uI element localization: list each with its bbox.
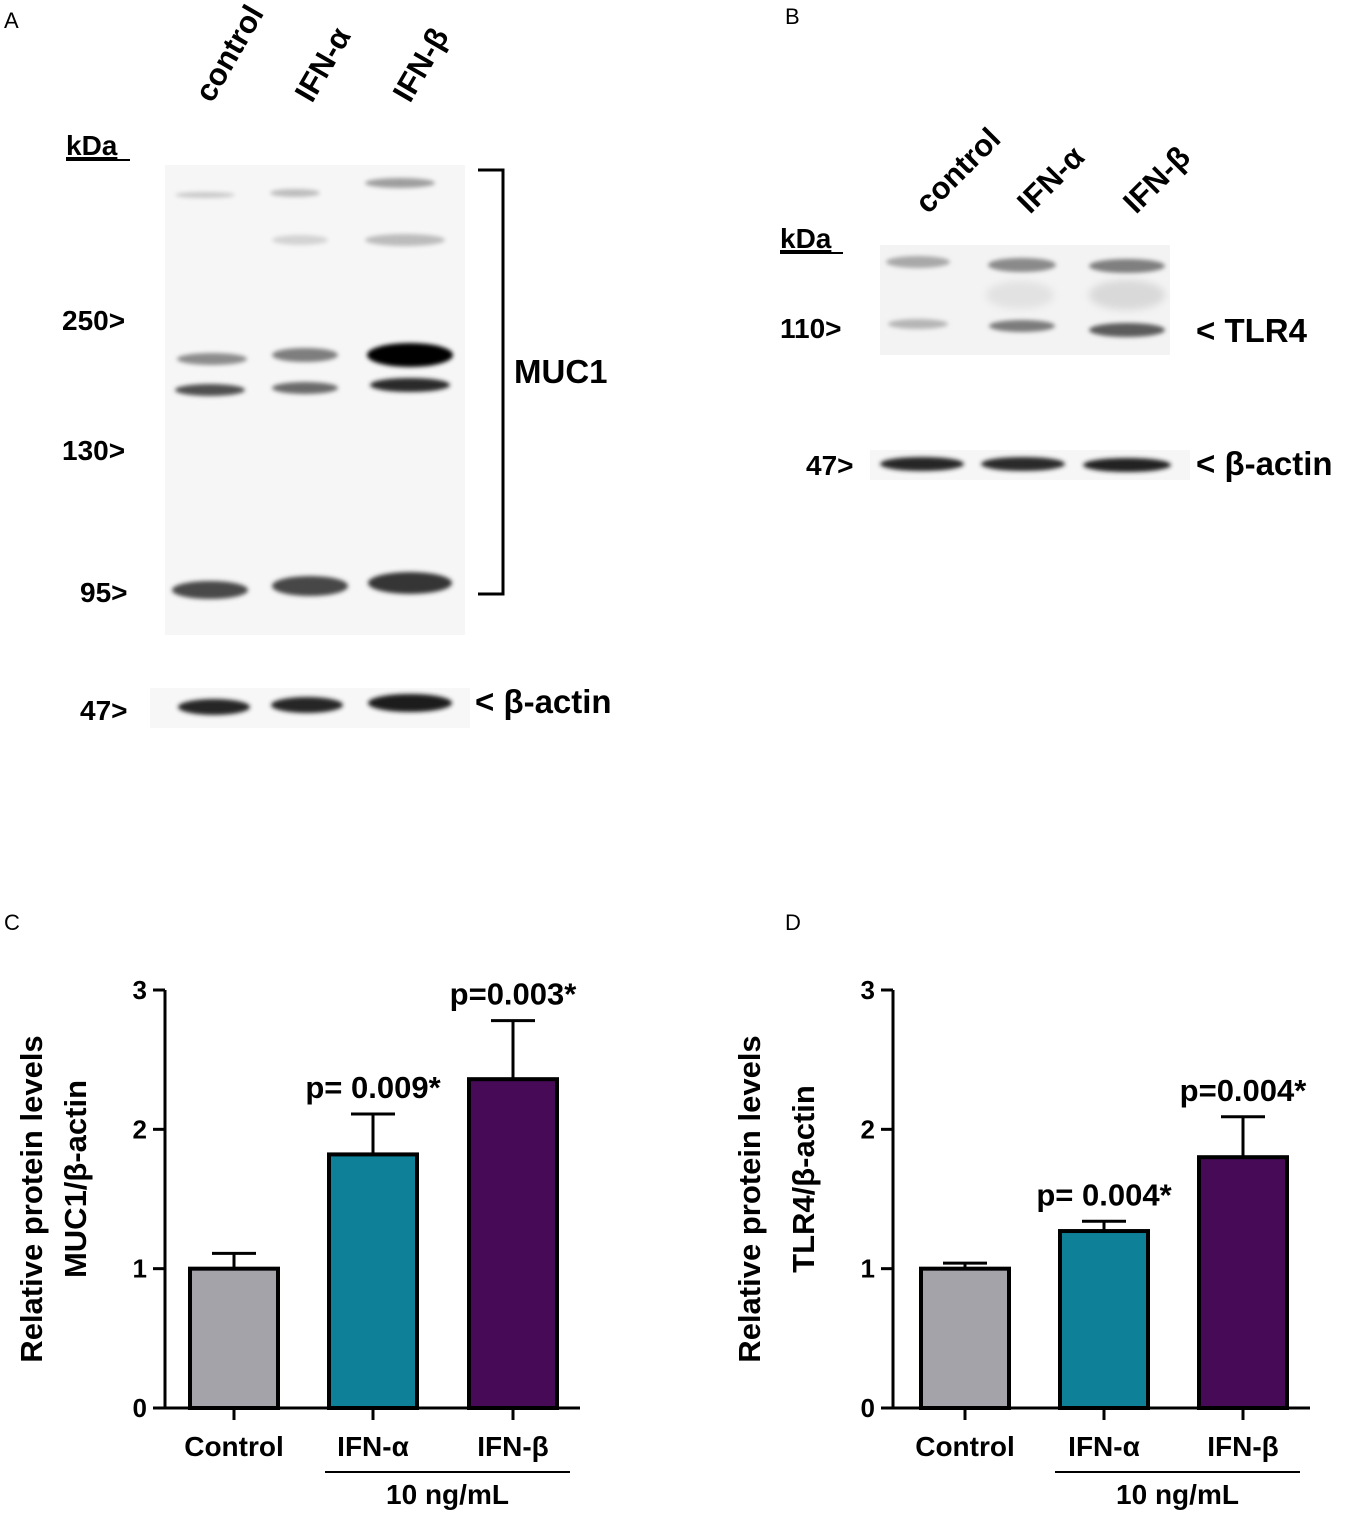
- marker-95: 95>: [80, 577, 128, 608]
- y-tick-label: 1: [133, 1254, 147, 1284]
- lane-label-ifn-alpha: IFN-α: [288, 21, 358, 107]
- band: [981, 457, 1065, 471]
- panel-d: D 0 1 2 3 Control IFN-α p= 0.004* IFN-β p=0.004*…: [732, 910, 1310, 1510]
- panel-b: B control IFN-α IFN-β kDa 110> 47> < TLR…: [780, 4, 1333, 482]
- group-label: 10 ng/mL: [386, 1479, 509, 1510]
- marker-47: 47>: [806, 450, 854, 481]
- x-tick-label: Control: [915, 1431, 1015, 1462]
- actin-blot-a: [150, 688, 470, 728]
- actin-label-b: < β-actin: [1196, 445, 1333, 482]
- kda-label: kDa: [780, 223, 832, 254]
- y-tick-label: 2: [861, 1114, 875, 1144]
- y-tick-label: 3: [861, 975, 875, 1005]
- band: [1083, 458, 1171, 472]
- bar-ifn-alpha: [1058, 1229, 1150, 1410]
- p-value-label: p= 0.004*: [1036, 1177, 1172, 1212]
- x-tick-label: Control: [184, 1431, 284, 1462]
- chart-d: 0 1 2 3 Control IFN-α p= 0.004* IFN-β p=0.004* 10…: [732, 975, 1310, 1510]
- panel-c: C 0 1 2 3 Control IFN-α p= 0.009* IFN-β p=0.003*…: [4, 910, 580, 1510]
- band: [175, 192, 235, 198]
- y-tick-label: 0: [861, 1393, 875, 1423]
- band: [989, 320, 1055, 332]
- marker-110: 110>: [780, 313, 842, 344]
- muc1-blot: [165, 165, 465, 635]
- chart-c: 0 1 2 3 Control IFN-α p= 0.009* IFN-β p=0.003* 10…: [14, 975, 580, 1510]
- lane-label-ifn-beta: IFN-β: [386, 21, 456, 107]
- p-value-label: p= 0.009*: [305, 1070, 441, 1105]
- band: [988, 258, 1056, 272]
- bar-control: [188, 1266, 280, 1410]
- bar-ifn-alpha: [327, 1152, 419, 1410]
- actin-label-a: < β-actin: [475, 683, 612, 720]
- band: [886, 256, 950, 268]
- panel-b-label: B: [785, 4, 800, 29]
- p-value-label: p=0.003*: [450, 977, 578, 1012]
- band: [888, 319, 948, 329]
- band: [272, 576, 348, 596]
- band: [272, 348, 338, 362]
- lane-label-ifn-beta: IFN-β: [1116, 139, 1197, 220]
- band: [270, 189, 320, 197]
- panel-c-label: C: [4, 910, 20, 935]
- band: [1089, 280, 1165, 310]
- marker-250: 250>: [62, 305, 125, 336]
- panel-d-label: D: [785, 910, 801, 935]
- group-label: 10 ng/mL: [1116, 1479, 1239, 1510]
- marker-47: 47>: [80, 695, 128, 726]
- panel-a: A control IFN-α IFN-β kDa 250> 130> 95>: [4, 0, 612, 728]
- band: [365, 178, 435, 188]
- panel-a-label: A: [4, 8, 19, 33]
- band: [175, 384, 245, 396]
- x-tick-label: IFN-β: [1207, 1431, 1279, 1462]
- lane-label-control: control: [908, 121, 1007, 220]
- bar-ifn-beta: [467, 1077, 559, 1410]
- band: [271, 697, 343, 713]
- band: [370, 378, 450, 392]
- band: [1089, 323, 1165, 337]
- lane-label-ifn-alpha: IFN-α: [1010, 139, 1091, 220]
- bar-control: [919, 1266, 1011, 1410]
- y-axis-label: MUC1/β-actin: [58, 1080, 93, 1278]
- band: [172, 581, 248, 599]
- y-axis-label: Relative protein levels: [732, 1035, 767, 1362]
- y-tick-label: 2: [133, 1114, 147, 1144]
- x-tick-label: IFN-α: [1068, 1431, 1140, 1462]
- band: [368, 572, 452, 594]
- x-tick-label: IFN-β: [477, 1431, 549, 1462]
- y-axis-label: Relative protein levels: [14, 1035, 49, 1362]
- band: [368, 694, 452, 712]
- band: [178, 699, 250, 715]
- band: [272, 235, 328, 245]
- kda-label: kDa: [66, 130, 118, 161]
- lane-label-control: control: [188, 0, 271, 107]
- actin-blot-b: [870, 450, 1190, 480]
- y-tick-label: 3: [133, 975, 147, 1005]
- p-value-label: p=0.004*: [1180, 1073, 1308, 1108]
- y-tick-label: 1: [861, 1254, 875, 1284]
- bar-ifn-beta: [1197, 1155, 1289, 1410]
- band: [177, 353, 247, 365]
- muc1-bracket: [478, 168, 505, 596]
- band: [365, 234, 445, 246]
- band: [367, 343, 453, 367]
- tlr4-label: < TLR4: [1196, 312, 1308, 349]
- band: [272, 382, 338, 394]
- band: [880, 457, 964, 471]
- muc1-label: MUC1: [514, 353, 608, 390]
- marker-130: 130>: [62, 435, 125, 466]
- y-axis-label: TLR4/β-actin: [786, 1085, 821, 1273]
- tlr4-blot: [880, 245, 1170, 355]
- band: [986, 281, 1054, 309]
- band: [1089, 259, 1165, 273]
- x-tick-label: IFN-α: [337, 1431, 409, 1462]
- y-tick-label: 0: [133, 1393, 147, 1423]
